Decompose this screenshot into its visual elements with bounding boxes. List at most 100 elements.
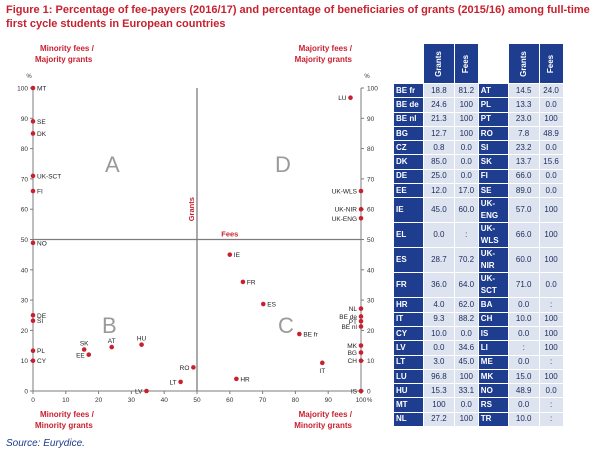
table-cell-grants-value: 15.3 [423, 383, 455, 399]
data-point-label: LT [169, 379, 176, 386]
data-point-label: BE fr [303, 332, 318, 339]
table-cell-country-code: ME [477, 354, 509, 370]
table-cell-grants-value: 10.0 [507, 311, 540, 327]
table-cell-grants-value: : [507, 340, 540, 356]
table-cell-fees-value: 48.9 [538, 125, 564, 142]
table-cell-fees-value: : [453, 222, 479, 249]
table-cell-country-code: HU [393, 383, 424, 399]
table-header-grants-2: Grants [507, 43, 540, 84]
table-cell-country-code: BE nl [393, 111, 424, 127]
table-cell-country-code: IE [393, 197, 424, 224]
table-row: BG 12.7 100 RO 7.8 48.9 [393, 125, 564, 142]
table-cell-grants-value: 25.0 [423, 168, 455, 185]
table-cell-grants-value: 9.3 [423, 311, 455, 327]
table-cell-grants-value: 14.5 [507, 82, 540, 99]
table-cell-country-code: BA [477, 297, 509, 313]
table-row: HR 4.0 62.0 BA 0.0: [393, 297, 564, 313]
x-tick-label: 60 [226, 397, 234, 404]
data-point-de [30, 312, 36, 318]
table-cell-fees-value: 0.0 [453, 168, 479, 185]
y-tick-label-right: 100 [367, 86, 378, 93]
table-row: ES 28.7 70.2 UK-NIR 60.0 100 [393, 247, 564, 274]
table-header-grants-1: Grants [423, 43, 455, 84]
y-tick-label: 80 [21, 146, 29, 153]
table-cell-country-code: LI [477, 340, 509, 356]
x-tick-label: 40 [161, 397, 169, 404]
data-point-hr [234, 376, 239, 382]
table-row: DE 25.0 0.0 FI 66.0 0.0 [393, 168, 564, 185]
table-cell-country-code: TR [477, 411, 509, 428]
table-cell-grants-value: 13.7 [507, 154, 540, 170]
x-axis-label: Fees [221, 230, 238, 239]
table-cell-country-code: IS [477, 325, 509, 342]
table-row: IE 45.0 60.0 UK-ENG 57.0 100 [393, 197, 564, 224]
table-cell-grants-value: 0.0 [507, 297, 540, 313]
table-cell-fees-value: : [538, 411, 564, 428]
corner-label-bottom-left: Minority grants [35, 421, 93, 430]
table-cell-fees-value: 100 [453, 368, 479, 385]
data-point-uk-wls [358, 188, 364, 194]
data-point-label: SK [80, 340, 89, 347]
table-cell-country-code: MT [393, 397, 424, 413]
table-cell-fees-value: : [538, 397, 564, 413]
data-point-ie [227, 252, 233, 257]
table-cell-country-code: LT [393, 354, 424, 370]
data-point-nl [358, 306, 364, 311]
corner-label-top-right: Majority fees / [299, 44, 353, 53]
table-header-fees-1: Fees [453, 43, 479, 84]
table-cell-country-code: SE [477, 183, 509, 199]
table-cell-country-code: SI [477, 140, 509, 156]
table-cell-fees-value: 0.0 [538, 383, 564, 399]
table-cell-fees-value: 60.0 [453, 197, 479, 224]
table-cell-grants-value: 66.0 [507, 222, 540, 249]
table-cell-grants-value: 12.0 [423, 183, 455, 199]
data-point-dk [30, 131, 36, 136]
data-point-is [358, 388, 364, 394]
table-row: MT 100 0.0 RS 0.0: [393, 397, 564, 413]
corner-label-top-right: Majority grants [295, 55, 353, 64]
data-point-se [30, 119, 36, 124]
quadrant-letter-d: D [275, 152, 291, 177]
data-point-mk [358, 343, 364, 348]
x-tick-label: 50 [193, 397, 201, 404]
table-cell-grants-value: 48.9 [507, 383, 540, 399]
y-tick-label: 100 [17, 86, 28, 93]
y-tick-label-right: 30 [367, 298, 375, 305]
table-cell-grants-value: 27.2 [423, 411, 455, 428]
x-tick-label: 0 [31, 397, 35, 404]
table-row: BE de 24.6 100 PL 13.3 0.0 [393, 97, 564, 113]
y-tick-label-right: 90 [367, 116, 375, 123]
data-point-label: UK-WLS [332, 189, 358, 196]
table-cell-grants-value: 3.0 [423, 354, 455, 370]
data-point-label: DK [37, 131, 47, 138]
y-tick-label: 20 [21, 328, 29, 335]
table-cell-fees-value: 70.2 [453, 247, 479, 274]
table-cell-fees-value: 100 [453, 97, 479, 113]
data-point-label: HU [137, 336, 147, 343]
data-point-lu [348, 95, 353, 100]
table-cell-country-code: DK [393, 154, 424, 170]
table-cell-grants-value: 18.8 [423, 82, 455, 99]
data-point-label: LU [338, 95, 347, 102]
table-cell-country-code: BE de [393, 97, 424, 113]
table-header-blank [393, 43, 424, 84]
data-point-label: IS [351, 389, 358, 396]
table-cell-country-code: FI [477, 168, 509, 185]
table-header-row: Grants Fees Grants Fees [393, 43, 564, 84]
table-cell-grants-value: 23.0 [507, 111, 540, 127]
x-tick-label: 80 [292, 397, 300, 404]
data-point-label: IT [319, 368, 325, 375]
quadrant-letter-b: B [102, 313, 117, 338]
data-point-no [30, 240, 36, 246]
table-cell-country-code: ES [393, 247, 424, 274]
quadrant-letter-a: A [105, 152, 120, 177]
table-cell-grants-value: 10.0 [423, 325, 455, 342]
data-point-label: FI [37, 189, 43, 196]
table-cell-grants-value: 0.0 [507, 354, 540, 370]
table-cell-grants-value: 0.0 [423, 340, 455, 356]
table-cell-fees-value: 100 [453, 111, 479, 127]
table-cell-country-code: NL [393, 411, 424, 428]
table-cell-country-code: HR [393, 297, 424, 313]
source-note: Source: Eurydice. [6, 438, 85, 449]
y-tick-label-right: 0 [367, 389, 371, 396]
